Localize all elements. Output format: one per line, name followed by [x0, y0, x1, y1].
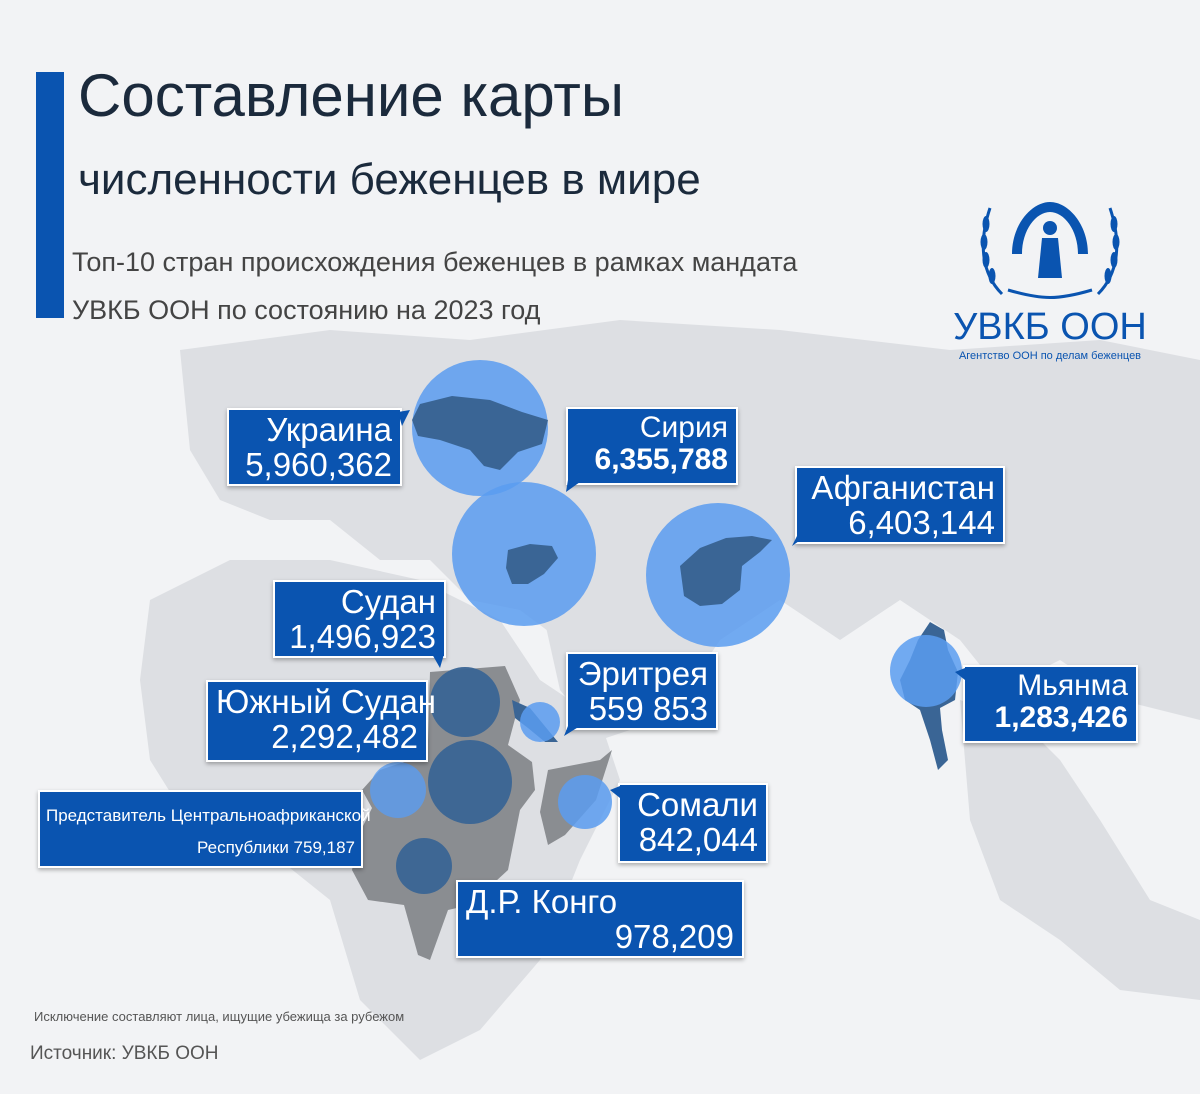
label-country-name: Сомали — [637, 786, 758, 823]
logo-name: УВКБ ООН — [953, 306, 1147, 348]
label-refugee-count: 2,292,482 — [271, 717, 418, 755]
bubble-myanmar — [890, 635, 962, 707]
syria-shape — [506, 544, 558, 584]
bubble-drc — [396, 838, 452, 894]
logo-tagline: Агентство ООН по делам беженцев — [958, 350, 1142, 362]
label-country-name: Судан — [340, 583, 436, 620]
label-afghanistan: Афганистан 6,403,144 — [795, 466, 1005, 544]
label-refugee-count: 1,496,923 — [289, 617, 436, 655]
label-syria: Сирия 6,355,788 — [566, 407, 738, 485]
label-refugee-count: 559 853 — [588, 689, 708, 727]
label-refugee-count: Республики 759,187 — [197, 838, 355, 857]
label-south-sudan: Южный Судан 2,292,482 — [206, 680, 437, 762]
label-somalia: Сомали 842,044 — [618, 783, 768, 863]
subtitle: Топ-10 стран происхождения беженцев в ра… — [72, 238, 892, 334]
label-central-african-republic: Представитель Центральноафриканской Респ… — [38, 790, 371, 868]
label-refugee-count: 5,960,362 — [245, 445, 392, 483]
label-myanmar: Мьянма 1,283,426 — [963, 665, 1138, 743]
land-southeast-asia — [960, 700, 1200, 1000]
label-country-name: Афганистан — [811, 469, 995, 506]
bubble-car — [370, 762, 426, 818]
label-country-name: Украина — [266, 411, 392, 448]
label-country-name: Южный Судан — [216, 683, 437, 720]
subtitle-line-2: УВКБ ООН по состоянию на 2023 год — [72, 295, 541, 325]
label-ukraine: Украина 5,960,362 — [227, 408, 402, 486]
label-country-name: Эритрея — [577, 655, 708, 692]
page-title-line-2: численности беженцев в мире — [78, 155, 701, 204]
bubble-eritrea — [520, 702, 560, 742]
label-eritrea: Эритрея 559 853 — [566, 652, 718, 730]
label-country-name: Мьянма — [1017, 669, 1128, 702]
ukraine-shape — [412, 396, 548, 470]
page-title: Составление карты — [78, 62, 625, 129]
label-dr-congo: Д.Р. Конго 978,209 — [456, 880, 744, 958]
bubble-south-sudan — [428, 740, 512, 824]
afghanistan-shape — [680, 536, 772, 606]
unhcr-logo: УВКБ ООН Агентство ООН по делам беженцев — [940, 194, 1160, 374]
label-country-name: Сирия — [639, 411, 728, 444]
title-accent-bar — [36, 72, 64, 318]
label-sudan: Судан 1,496,923 — [273, 580, 446, 658]
source-text: Источник: УВКБ ООН — [30, 1043, 219, 1064]
bubble-sudan — [430, 667, 500, 737]
label-country-name: Д.Р. Конго — [466, 883, 618, 920]
bubble-somalia — [558, 775, 612, 829]
label-country-name: Представитель Центральноафриканской — [46, 806, 371, 825]
label-refugee-count: 978,209 — [614, 917, 734, 955]
label-refugee-count: 1,283,426 — [994, 700, 1128, 734]
subtitle-line-1: Топ-10 стран происхождения беженцев в ра… — [72, 247, 798, 277]
label-refugee-count: 842,044 — [638, 820, 758, 858]
exclusion-note: Исключение составляют лица, ищущие убежи… — [34, 1009, 405, 1024]
label-refugee-count: 6,403,144 — [848, 503, 995, 541]
unhcr-sheltering-hands-icon — [980, 202, 1120, 299]
label-refugee-count: 6,355,788 — [594, 442, 728, 476]
